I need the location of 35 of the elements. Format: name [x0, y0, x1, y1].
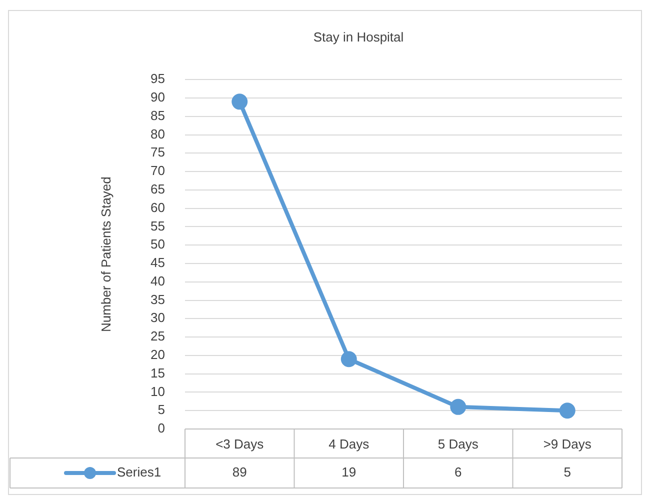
legend-label: Series1 [117, 464, 162, 480]
y-tick-label: 95 [150, 71, 165, 86]
y-tick-label: 35 [150, 292, 165, 307]
y-tick-label: 65 [150, 182, 165, 197]
y-tick-label: 80 [150, 126, 165, 142]
data-label: 89 [232, 464, 247, 480]
data-label: 19 [342, 464, 356, 480]
x-tick-label: >9 Days [543, 436, 592, 452]
y-tick-label: 85 [150, 108, 165, 123]
point [559, 402, 576, 419]
chart-title: Stay in Hospital [313, 29, 404, 44]
y-tick-label: 30 [150, 310, 165, 326]
y-tick-label: 15 [150, 365, 165, 380]
y-tick-label: 60 [150, 200, 165, 215]
y-tick-label: 25 [150, 328, 165, 344]
y-tick-label: 90 [150, 90, 165, 105]
y-tick-label: 40 [150, 273, 165, 288]
y-tick-label: 55 [150, 218, 165, 234]
y-tick-label: 0 [158, 420, 165, 436]
x-tick-label: 5 Days [438, 436, 479, 452]
y-tick-label: 70 [150, 163, 165, 178]
data-label: 5 [564, 464, 571, 480]
y-tick-label: 45 [150, 255, 165, 270]
point [232, 94, 248, 110]
y-tick-label: 20 [150, 347, 165, 362]
y-tick-label: 50 [150, 236, 165, 252]
y-tick-label: 10 [150, 384, 165, 399]
point [340, 351, 357, 368]
data-label: 6 [454, 464, 462, 480]
x-tick-label: 4 Days [328, 436, 370, 452]
y-axis-title: Number of Patients Stayed [98, 176, 114, 332]
y-tick-label: 75 [150, 144, 165, 160]
x-tick-label: <3 Days [216, 436, 264, 452]
y-tick-label: 5 [158, 402, 165, 418]
point [450, 398, 466, 415]
